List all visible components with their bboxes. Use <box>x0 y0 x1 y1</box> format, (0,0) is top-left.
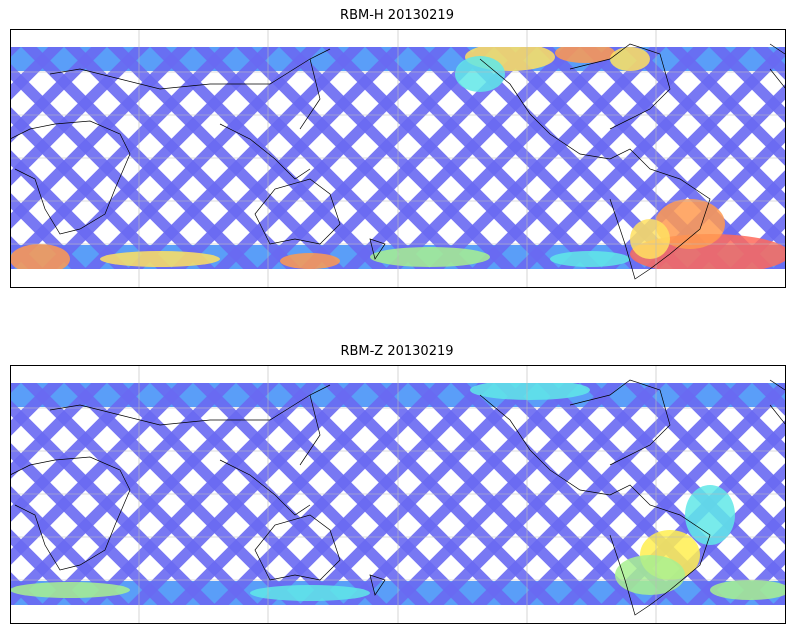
high-value-patch <box>250 585 370 601</box>
high-value-patch <box>470 383 590 400</box>
track-ascending <box>10 235 44 269</box>
high-value-patch <box>610 47 650 71</box>
map-frame <box>10 29 786 288</box>
coastline <box>10 120 131 235</box>
map-frame <box>10 365 786 624</box>
coastline <box>219 459 311 516</box>
high-value-patch <box>615 555 685 595</box>
coastline <box>369 574 386 596</box>
coastline <box>10 456 131 571</box>
track-ascending <box>10 149 130 269</box>
map-title-rbm-z: RBM-Z 20130219 <box>340 344 454 359</box>
track-ascending <box>10 528 87 605</box>
coastline <box>219 123 311 180</box>
map-rbm-h <box>10 29 786 288</box>
high-value-patch <box>655 199 725 249</box>
coastline <box>769 43 786 90</box>
map-rbm-z <box>10 365 786 624</box>
track-ascending <box>10 106 173 269</box>
high-value-patch <box>710 580 786 600</box>
map-title-rbm-h: RBM-H 20130219 <box>340 8 454 23</box>
high-value-patch <box>685 485 735 545</box>
coastline <box>479 394 711 616</box>
track-descending <box>686 505 786 605</box>
coastline <box>369 238 386 260</box>
high-value-patch <box>550 251 630 267</box>
track-ascending <box>10 192 87 269</box>
coastline <box>479 58 711 280</box>
high-value-patch <box>10 582 130 598</box>
high-value-patch <box>555 47 615 63</box>
high-value-patch <box>455 56 505 92</box>
coastline <box>769 379 786 426</box>
high-value-patch <box>280 253 340 269</box>
track-ascending <box>10 485 130 605</box>
track-ascending <box>10 571 44 605</box>
coastline <box>254 514 341 581</box>
high-value-patch <box>100 251 220 267</box>
coastline <box>254 178 341 245</box>
coastline <box>49 48 331 130</box>
high-value-patch <box>10 244 70 269</box>
track-ascending <box>10 442 173 605</box>
high-value-patch <box>370 247 490 267</box>
coastline <box>49 384 331 466</box>
coastline <box>569 379 671 466</box>
coastline <box>569 43 671 130</box>
high-value-patch <box>630 219 670 259</box>
